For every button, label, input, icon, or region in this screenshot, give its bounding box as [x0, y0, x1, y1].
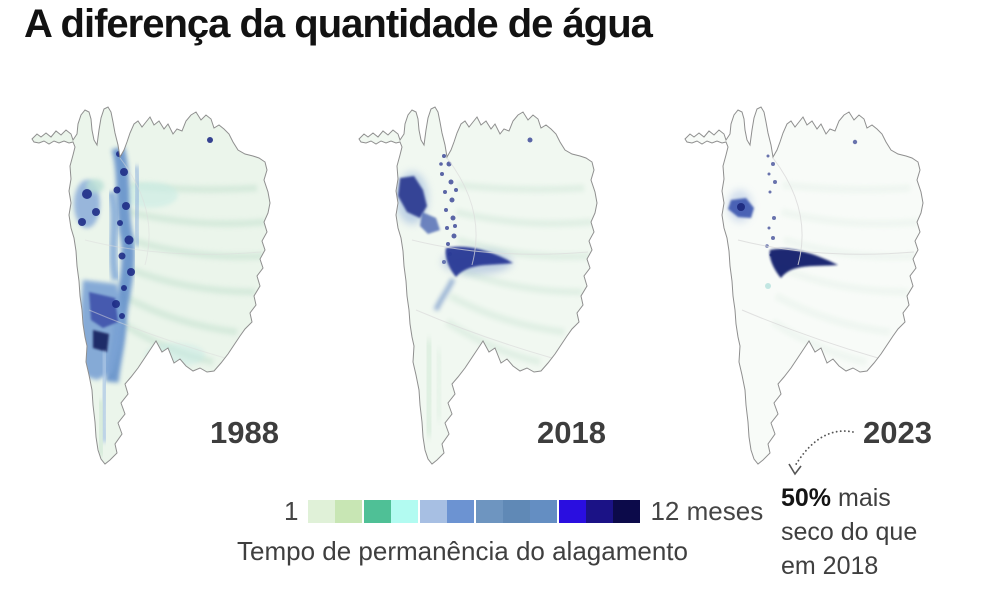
pantanal-map-2018	[358, 106, 598, 465]
legend-swatch-5	[420, 499, 448, 523]
legend-swatch-group	[559, 499, 641, 523]
legend-caption: Tempo de permanência do alagamento	[237, 536, 688, 566]
legend-swatch-9	[530, 499, 558, 523]
legend-swatch-8	[503, 499, 531, 523]
legend-swatch-group	[476, 499, 558, 523]
legend-swatch-10	[559, 499, 587, 523]
annotation-arrow	[788, 430, 854, 476]
annotation-rest: mais seco do que em 2018	[781, 484, 918, 580]
year-label-2018: 2018	[537, 415, 606, 450]
map-panel-1988: 1988	[25, 100, 279, 465]
legend-swatch-group	[420, 499, 475, 523]
map-panel-2018: 2018	[352, 100, 606, 465]
pantanal-map-2023	[684, 106, 924, 465]
year-label-2023: 2023	[863, 415, 932, 450]
legend-swatch-6	[447, 499, 475, 523]
legend-swatch-4	[391, 499, 419, 523]
map-panel-2023: 2023	[678, 100, 932, 465]
legend-swatch-2	[335, 499, 363, 523]
arrowhead-icon	[788, 463, 802, 476]
year-label-1988: 1988	[210, 415, 279, 450]
annotation-highlight: 50%	[781, 484, 832, 512]
legend-swatch-1	[308, 499, 336, 523]
figure-title: A diferença da quantidade de água	[24, 2, 653, 46]
legend-swatch-group	[308, 499, 363, 523]
legend-max-label: 12 meses	[650, 495, 764, 526]
legend-swatch-7	[476, 499, 504, 523]
legend-min-label: 1	[284, 495, 299, 526]
legend-swatch-3	[364, 499, 392, 523]
legend-color-bar	[308, 499, 641, 523]
annotation-text: 50% mais seco do que em 2018	[781, 481, 939, 583]
legend: 1 12 meses	[284, 495, 764, 526]
legend-swatch-12	[613, 499, 641, 523]
legend-swatch-11	[586, 499, 614, 523]
pantanal-map-1988	[31, 106, 271, 465]
legend-swatch-group	[364, 499, 419, 523]
